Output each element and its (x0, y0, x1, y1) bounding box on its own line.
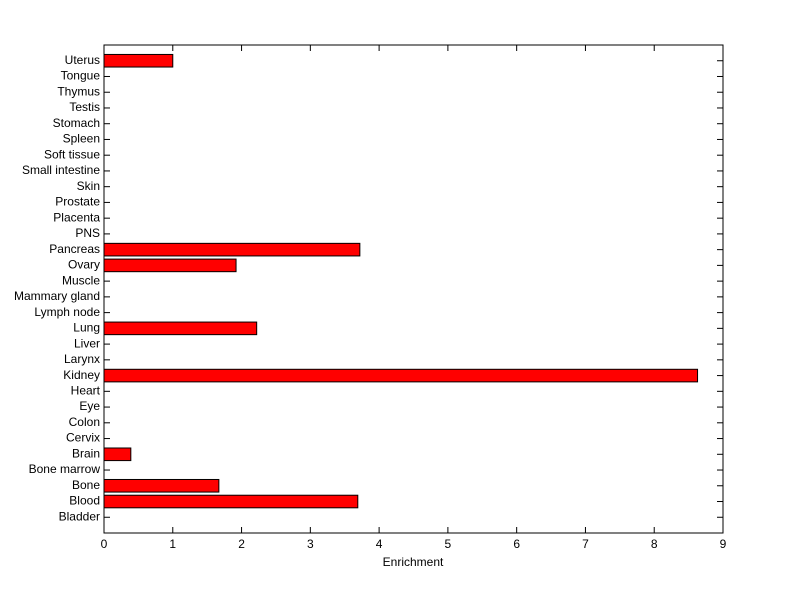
x-tick-label: 9 (720, 537, 727, 551)
y-tick-label: Mammary gland (14, 289, 100, 303)
y-tick-label: Skin (77, 179, 100, 193)
y-tick-label: Uterus (65, 53, 100, 67)
y-tick-label: Lymph node (34, 305, 100, 319)
x-axis-label: Enrichment (383, 555, 444, 569)
y-tick-label: Placenta (53, 210, 100, 224)
y-tick-label: Liver (74, 336, 100, 350)
x-tick-label: 3 (307, 537, 314, 551)
y-tick-label: Lung (73, 321, 100, 335)
y-tick-label: Prostate (55, 195, 100, 209)
y-tick-label: Larynx (64, 352, 100, 366)
y-tick-label: Stomach (53, 116, 100, 130)
bar (103, 494, 359, 509)
y-tick-label: Muscle (62, 273, 100, 287)
plot-frame (103, 44, 724, 534)
y-tick-label: Soft tissue (44, 147, 100, 161)
bar (103, 242, 361, 257)
bar (103, 53, 174, 68)
x-tick-label: 2 (238, 537, 245, 551)
y-tick-label: Heart (71, 383, 101, 397)
y-tick-label: Blood (69, 494, 100, 508)
x-tick-label: 5 (445, 537, 452, 551)
x-tick-label: 1 (169, 537, 176, 551)
x-tick-label: 8 (651, 537, 658, 551)
y-tick-label: Small intestine (22, 163, 100, 177)
y-tick-label: Colon (69, 415, 100, 429)
bar (103, 368, 699, 383)
y-tick-label: Pancreas (49, 242, 100, 256)
y-tick-label: Ovary (68, 258, 100, 272)
x-tick-label: 0 (101, 537, 108, 551)
y-tick-label: Bone marrow (29, 462, 101, 476)
y-tick-label: Brain (72, 446, 100, 460)
bar (103, 321, 258, 336)
y-tick-label: Eye (79, 399, 100, 413)
y-tick-label: Cervix (66, 431, 100, 445)
y-tick-label: Bone (72, 478, 100, 492)
bar (103, 478, 220, 493)
y-tick-label: PNS (75, 226, 100, 240)
bar (103, 447, 132, 462)
x-tick-label: 7 (582, 537, 589, 551)
y-tick-label: Bladder (59, 509, 100, 523)
plot-area (104, 45, 723, 533)
y-tick-label: Spleen (63, 132, 100, 146)
x-tick-label: 6 (513, 537, 520, 551)
y-tick-label: Tongue (61, 69, 101, 83)
x-tick-label: 4 (376, 537, 383, 551)
y-tick-label: Testis (69, 100, 100, 114)
y-tick-label: Thymus (57, 84, 100, 98)
bar (103, 258, 237, 273)
y-tick-label: Kidney (63, 368, 100, 382)
